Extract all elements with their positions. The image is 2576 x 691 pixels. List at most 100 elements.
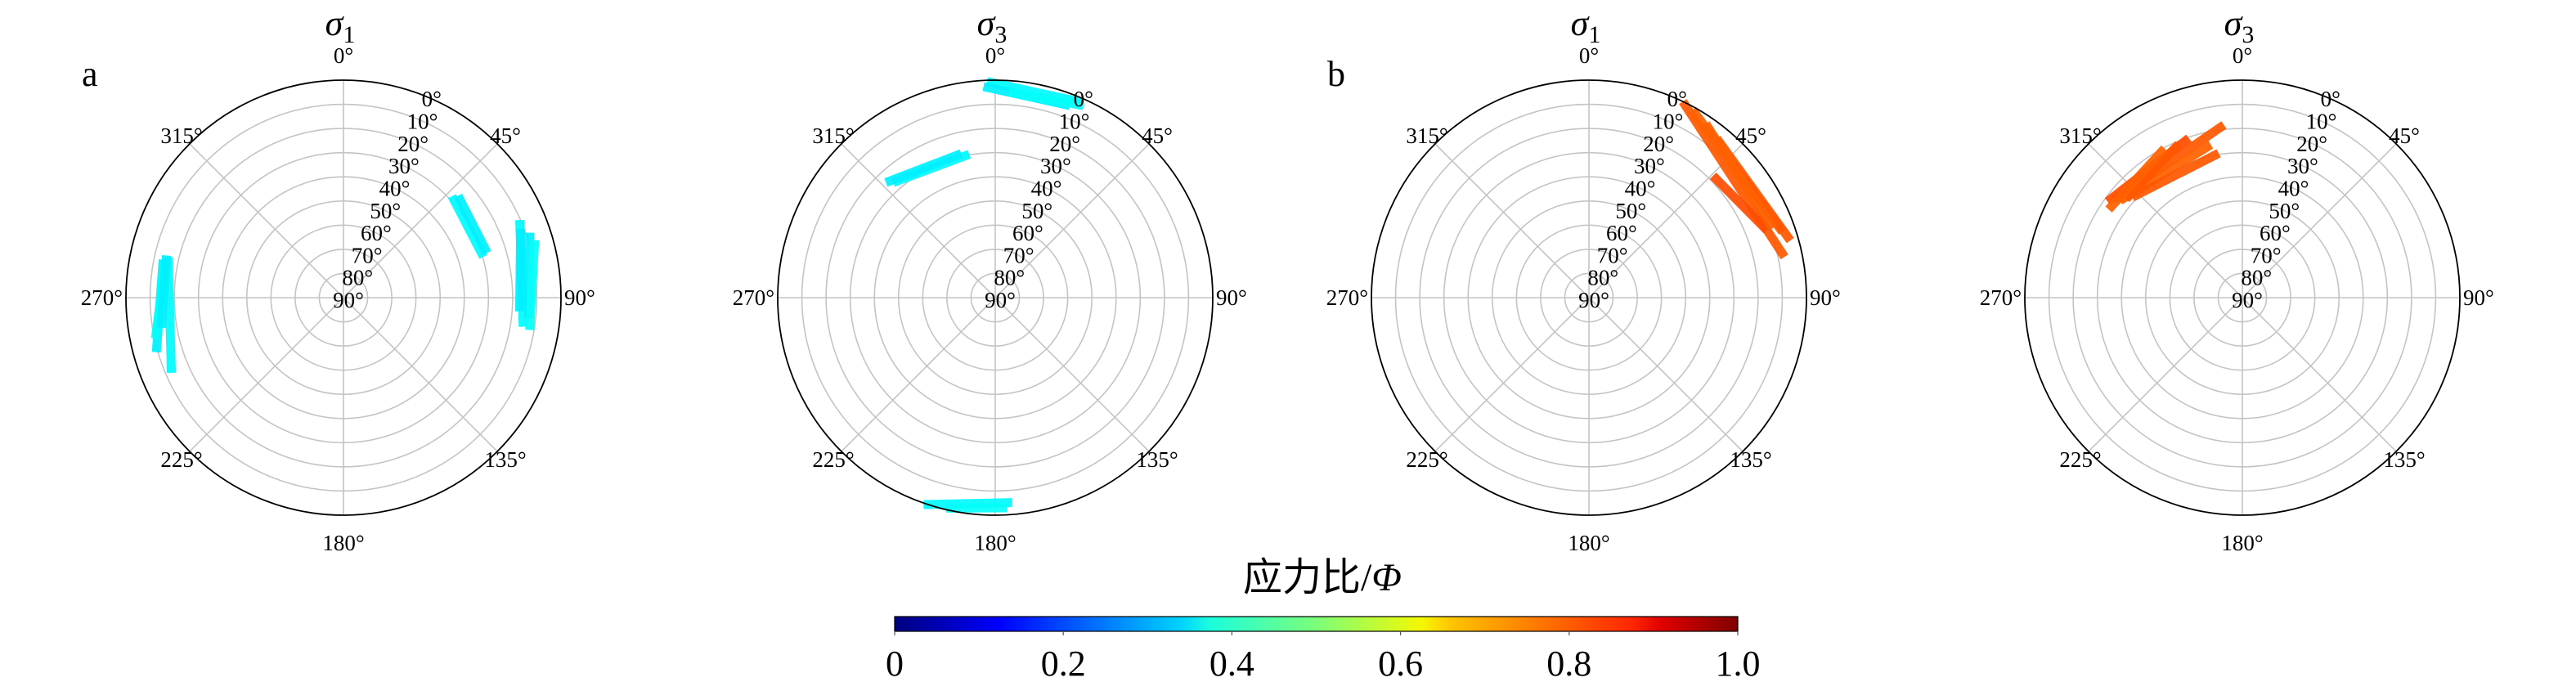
dip-tick-label: 10°	[1059, 110, 1090, 134]
azimuth-tick-label: 225°	[160, 447, 202, 472]
azimuth-tick-label: 0°	[2233, 43, 2252, 68]
azimuth-tick-label: 180°	[974, 531, 1016, 555]
dip-tick-label: 20°	[2296, 132, 2327, 156]
polar-frame	[2024, 79, 2461, 516]
polar-panel-1: 0°45°90°135°180°225°270°315°0°10°20°30°4…	[81, 3, 595, 555]
azimuth-tick-label: 225°	[1406, 447, 1447, 472]
dip-tick-label: 70°	[352, 243, 383, 267]
data-segments	[1679, 99, 1794, 260]
dip-tick-label: 60°	[1606, 221, 1637, 245]
dip-tick-label: 70°	[1003, 243, 1034, 267]
dip-tick-label: 10°	[2306, 110, 2337, 134]
orientation-segment	[156, 255, 172, 329]
colorbar-tick-label: 0.6	[1378, 644, 1423, 684]
azimuth-spoke	[2088, 143, 2243, 298]
azimuth-tick-label: 135°	[1136, 447, 1178, 472]
orientation-segment	[2105, 145, 2168, 213]
orientation-segment	[1702, 121, 1777, 231]
dip-tick-label: 30°	[1634, 154, 1665, 178]
azimuth-tick-label: 225°	[812, 447, 854, 472]
data-segments	[150, 193, 540, 374]
dip-tick-label: 90°	[1578, 288, 1609, 312]
azimuth-spoke	[841, 297, 996, 452]
dip-tick-label: 50°	[370, 199, 401, 223]
azimuth-tick-label: 135°	[1730, 447, 1771, 472]
dip-tick-label: 50°	[1615, 199, 1646, 223]
orientation-segment	[447, 194, 488, 259]
colorbar: 应力比/Φ 0 0.2 0.4 0.6 0.8 1.0	[886, 556, 1761, 684]
panel-title-symbol: σ	[1571, 3, 1591, 43]
azimuth-tick-label: 45°	[490, 123, 521, 148]
orientation-segment	[2129, 149, 2221, 202]
colorbar-label-symbol: Φ	[1371, 556, 1402, 599]
orientation-segment	[1709, 173, 1770, 234]
polar-panel-2: 0°45°90°135°180°225°270°315°0°10°20°30°4…	[733, 3, 1247, 555]
orientation-segment	[525, 240, 540, 330]
colorbar-tick-label: 0	[886, 644, 904, 684]
panel-title: σ3	[2224, 3, 2255, 48]
dip-tick-label: 90°	[2232, 288, 2263, 312]
colorbar-ticks: 0 0.2 0.4 0.6 0.8 1.0	[886, 631, 1761, 684]
dip-tick-label: 80°	[994, 266, 1025, 290]
azimuth-tick-label: 0°	[1579, 43, 1599, 68]
dip-tick-label: 70°	[1597, 243, 1628, 267]
dip-tick-label: 90°	[985, 288, 1016, 312]
panel-title-subscript: 1	[343, 21, 355, 48]
azimuth-tick-label: 315°	[2059, 123, 2101, 148]
dip-tick-label: 80°	[342, 266, 373, 290]
dip-tick-label: 60°	[1012, 221, 1043, 245]
azimuth-spoke	[343, 297, 498, 452]
polar-panel-3: 0°45°90°135°180°225°270°315°0°10°20°30°4…	[1326, 3, 1841, 555]
azimuth-spoke	[2088, 297, 2243, 452]
azimuth-tick-label: 315°	[812, 123, 854, 148]
colorbar-tick-label: 0.2	[1041, 644, 1086, 684]
dip-tick-label: 40°	[1031, 176, 1062, 200]
azimuth-tick-label: 0°	[334, 43, 353, 68]
azimuth-tick-label: 90°	[2463, 285, 2494, 310]
dip-tick-label: 30°	[388, 154, 420, 178]
panel-title-symbol: σ	[977, 3, 997, 43]
panel-title-symbol: σ	[2224, 3, 2244, 43]
azimuth-spoke	[1588, 297, 1744, 452]
dip-tick-label: 50°	[2269, 199, 2300, 223]
azimuth-spoke	[841, 143, 996, 298]
dip-tick-label: 0°	[1667, 87, 1687, 111]
azimuth-tick-label: 45°	[2389, 123, 2420, 148]
orientation-segment	[454, 193, 491, 255]
polar-panels: 0°45°90°135°180°225°270°315°0°10°20°30°4…	[81, 3, 2494, 555]
data-segments	[2104, 121, 2227, 213]
azimuth-tick-label: 225°	[2059, 447, 2101, 472]
dip-tick-label: 80°	[2241, 266, 2272, 290]
azimuth-tick-label: 315°	[1406, 123, 1447, 148]
dip-tick-label: 40°	[1625, 176, 1656, 200]
dip-tick-label: 80°	[1587, 266, 1618, 290]
orientation-segment	[514, 228, 526, 312]
panel-title-subscript: 3	[2242, 21, 2254, 48]
dip-tick-label: 20°	[1643, 132, 1674, 156]
azimuth-tick-label: 270°	[733, 285, 774, 310]
panel-title-subscript: 3	[994, 21, 1007, 48]
colorbar-label: 应力比/Φ	[1243, 556, 1402, 599]
dip-tick-label: 90°	[333, 288, 364, 312]
panel-label: b	[1327, 54, 1345, 94]
azimuth-tick-label: 270°	[1326, 285, 1368, 310]
panel-title: σ1	[325, 3, 356, 48]
azimuth-spoke	[994, 297, 1150, 452]
panel-title-subscript: 1	[1588, 21, 1600, 48]
dip-tick-label: 70°	[2251, 243, 2282, 267]
orientation-segment	[2122, 141, 2183, 203]
azimuth-gridlines	[2025, 80, 2460, 515]
azimuth-tick-label: 135°	[2383, 447, 2425, 472]
dip-tick-label: 0°	[1074, 87, 1093, 111]
panel-title: σ1	[1571, 3, 1601, 48]
azimuth-tick-label: 270°	[81, 285, 123, 310]
dip-tick-label: 60°	[361, 221, 392, 245]
azimuth-tick-label: 270°	[1980, 285, 2022, 310]
orientation-segment	[884, 149, 963, 187]
azimuth-tick-label: 315°	[160, 123, 202, 148]
azimuth-tick-label: 180°	[2221, 531, 2263, 555]
dip-tick-label: 0°	[422, 87, 442, 111]
polar-frame	[1371, 79, 1807, 516]
azimuth-spoke	[1588, 143, 1744, 298]
orientation-segment	[1008, 87, 1084, 110]
